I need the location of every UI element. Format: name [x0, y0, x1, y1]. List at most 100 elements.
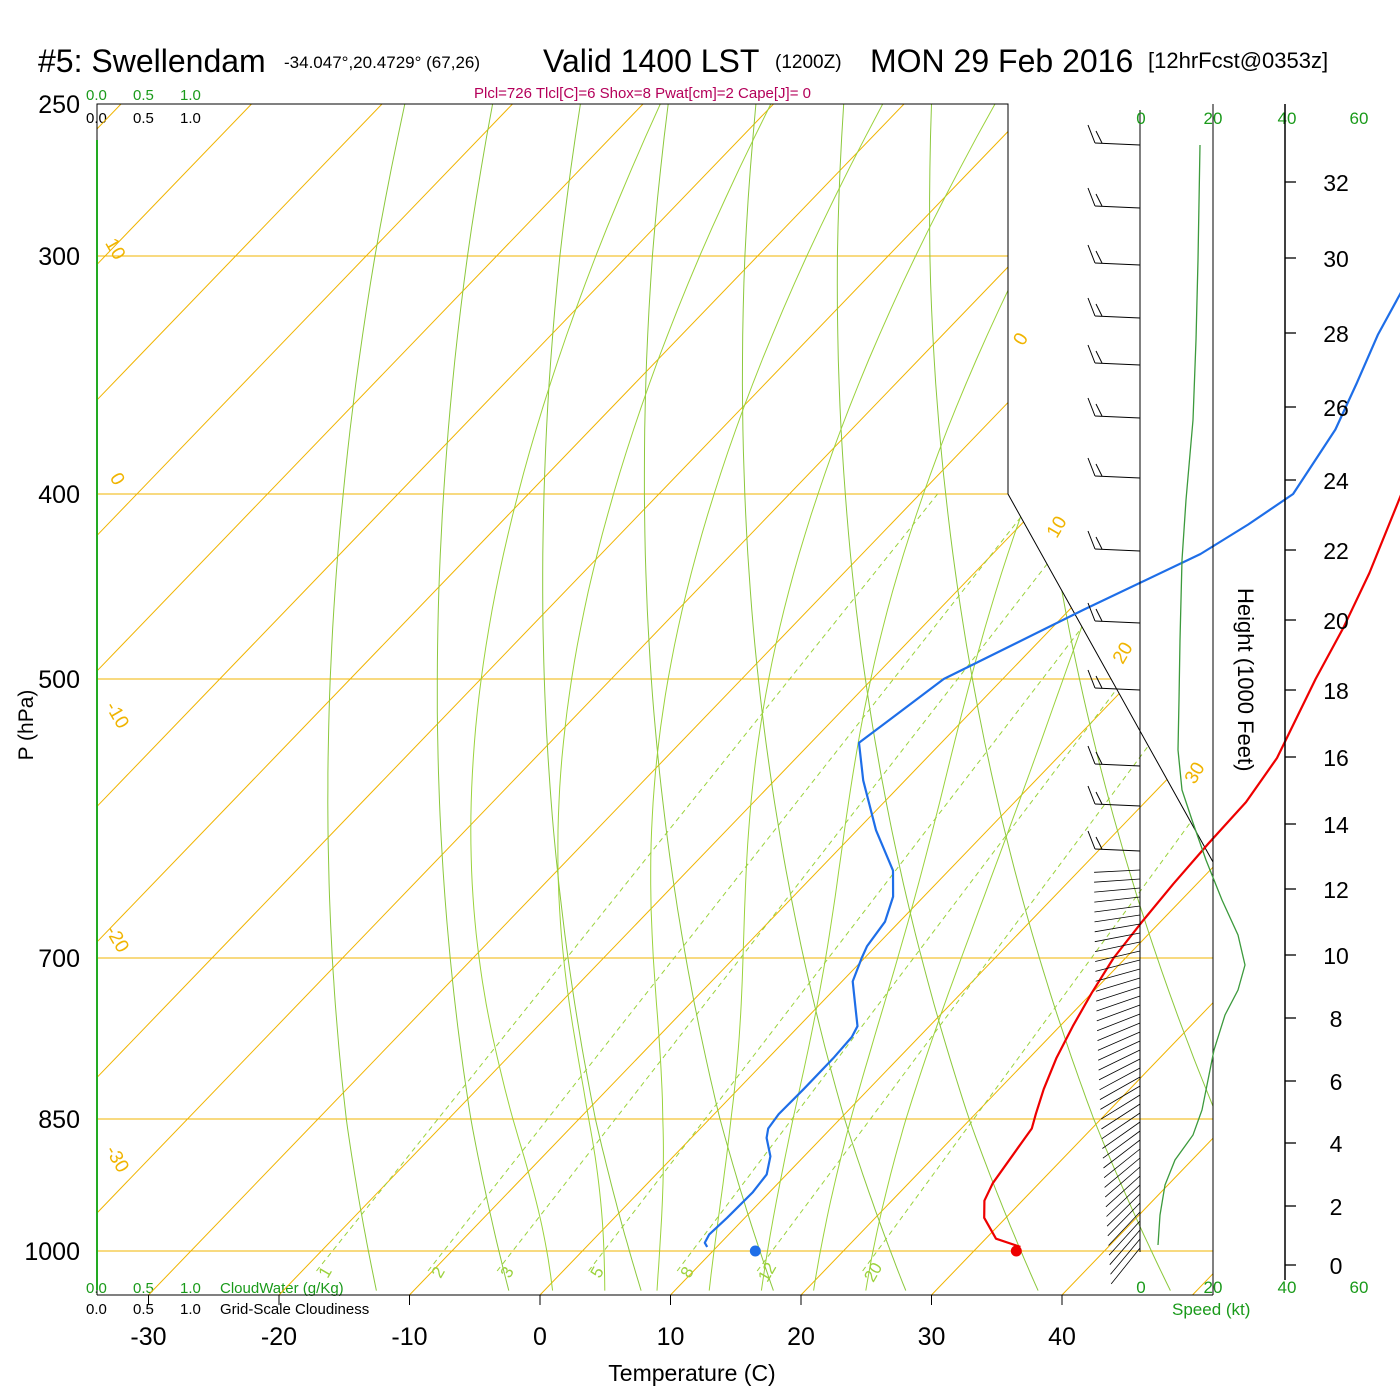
- wind-barb-staff: [1105, 1175, 1141, 1208]
- dewpoint-profile: [703, 291, 1400, 1248]
- dry-adiabat-line: [741, 104, 907, 1291]
- height-tick-label: 28: [1323, 321, 1349, 347]
- wind-barb-staff: [1110, 1238, 1141, 1275]
- isotherm-line: [97, 104, 774, 1295]
- temperature-tick-label: 0: [533, 1323, 547, 1351]
- cloudwater-tick-bottom-2: 1.0: [180, 1280, 201, 1297]
- wind-barb-flag: [1087, 785, 1096, 805]
- moist-adiabat-line: [650, 104, 884, 1291]
- dry-adiabat-line: [327, 104, 406, 1291]
- mixing-ratio-line: [316, 493, 938, 1272]
- forecast-info: [12hrFcst@0353z]: [1148, 48, 1328, 73]
- dry-adiabat-line: [1194, 104, 1213, 1291]
- height-tick-label: 0: [1330, 1253, 1343, 1279]
- wind-barb-staff: [1094, 923, 1141, 933]
- valid-zulu: (1200Z): [775, 52, 842, 73]
- isotherm-line: [97, 104, 905, 1295]
- wind-barb-flag: [1095, 403, 1103, 417]
- wind-barb-staff: [1094, 941, 1141, 952]
- height-tick-label: 6: [1330, 1069, 1343, 1095]
- moist-adiabat-line: [813, 104, 1213, 1291]
- surface-dewpoint-point: [749, 1245, 761, 1257]
- height-tick-label: 18: [1323, 678, 1349, 704]
- wind-barb-flag: [1087, 124, 1096, 144]
- temperature-tick-label: 10: [657, 1323, 685, 1351]
- height-axis-title: Height (1000 Feet): [1233, 588, 1258, 771]
- wind-barb-staff: [1095, 959, 1141, 972]
- wind-barb-staff: [1094, 620, 1141, 624]
- mixing-ratio-line: [588, 493, 1185, 1272]
- wind-barb-staff: [1094, 896, 1141, 903]
- wind-barb-flag: [1087, 530, 1096, 550]
- pressure-tick-label: 300: [38, 243, 80, 271]
- height-tick-label: 16: [1323, 745, 1349, 771]
- cloudwater-tick-top-1: 0.5: [133, 87, 154, 104]
- wind-barb-staff: [1108, 1211, 1141, 1246]
- wind-speed-profile: [1157, 144, 1246, 1246]
- isotherm-label: 30: [1181, 759, 1210, 788]
- height-tick-label: 32: [1323, 170, 1349, 196]
- speed-tick-label: 0: [1136, 109, 1145, 128]
- cloudiness-tick-top-0: 0.0: [86, 110, 107, 127]
- wind-barb-flag: [1095, 130, 1103, 144]
- wind-barb-staff: [1106, 1193, 1141, 1227]
- speed-tick-label: 60: [1350, 1278, 1369, 1297]
- dry-adiabat-line: [1370, 104, 1400, 1291]
- wind-barb-staff: [1094, 362, 1141, 366]
- cloudiness-tick-bottom-2: 1.0: [180, 1301, 201, 1318]
- plot-frame: [96, 103, 1214, 1295]
- wind-barb-staff: [1099, 1067, 1141, 1091]
- wind-barb-staff: [1106, 1184, 1141, 1217]
- wind-barb-staff: [1104, 1157, 1141, 1188]
- dry-adiabat-line: [643, 104, 774, 1291]
- temperature-tick-label: -20: [261, 1323, 297, 1351]
- wind-barb-flag: [1095, 193, 1103, 207]
- sounding-params: Plcl=726 Tlcl[C]=6 Shox=8 Pwat[cm]=2 Cap…: [474, 85, 811, 102]
- moist-adiabat-line: [760, 104, 1108, 1291]
- mixing-ratio-label: 8: [677, 1263, 698, 1281]
- wind-barb-staff: [1104, 1166, 1141, 1198]
- moist-adiabat-line: [557, 104, 772, 1291]
- wind-barb-staff: [1099, 1076, 1141, 1100]
- wind-barb-flag: [1087, 457, 1096, 477]
- wind-barb-staff: [1098, 1040, 1141, 1061]
- isotherm-line: [148, 104, 1213, 1295]
- height-tick-label: 26: [1323, 395, 1349, 421]
- pressure-tick-label: 700: [38, 945, 80, 973]
- station-coords: -34.047°,20.4729° (67,26): [284, 53, 480, 72]
- speed-tick-label: 40: [1278, 109, 1297, 128]
- cloudiness-label: Grid-Scale Cloudiness: [220, 1301, 369, 1318]
- isotherm-label: 10: [1043, 513, 1072, 542]
- isotherm-label: -20: [101, 922, 133, 956]
- wind-barb-flag: [1087, 297, 1096, 317]
- speed-tick-label: 0: [1136, 1278, 1145, 1297]
- mixing-ratio-line: [496, 493, 1102, 1272]
- wind-barb-flag: [1087, 187, 1096, 207]
- cloudwater-label: CloudWater (g/Kg): [220, 1280, 344, 1297]
- speed-tick-label: 60: [1350, 109, 1369, 128]
- wind-barb-flag: [1087, 602, 1096, 622]
- wind-barbs: [1087, 124, 1141, 1285]
- height-tick-label: 20: [1323, 608, 1349, 634]
- mixing-ratio-label: 2: [428, 1263, 449, 1281]
- isotherm-line: [97, 104, 1166, 1295]
- wind-barb-flag: [1095, 303, 1103, 317]
- wind-barb-staff: [1094, 932, 1141, 943]
- isotherm-label: -30: [101, 1142, 133, 1176]
- wind-barb-staff: [1108, 1220, 1141, 1256]
- wind-barb-flag: [1095, 250, 1103, 264]
- y-axis-title: P (hPa): [15, 690, 38, 761]
- wind-barb-staff: [1094, 548, 1141, 552]
- cloudiness-tick-bottom-0: 0.0: [86, 1301, 107, 1318]
- cloudiness-tick-bottom-1: 0.5: [133, 1301, 154, 1318]
- wind-barb-staff: [1094, 142, 1141, 146]
- wind-barb-flag: [1095, 751, 1103, 765]
- wind-barb-staff: [1102, 1130, 1141, 1159]
- wind-barb-flag: [1095, 836, 1103, 850]
- height-tick-label: 22: [1323, 538, 1349, 564]
- wind-barb-flag: [1095, 463, 1103, 477]
- temperature-tick-label: -10: [391, 1323, 427, 1351]
- wind-barb-staff: [1096, 1013, 1141, 1032]
